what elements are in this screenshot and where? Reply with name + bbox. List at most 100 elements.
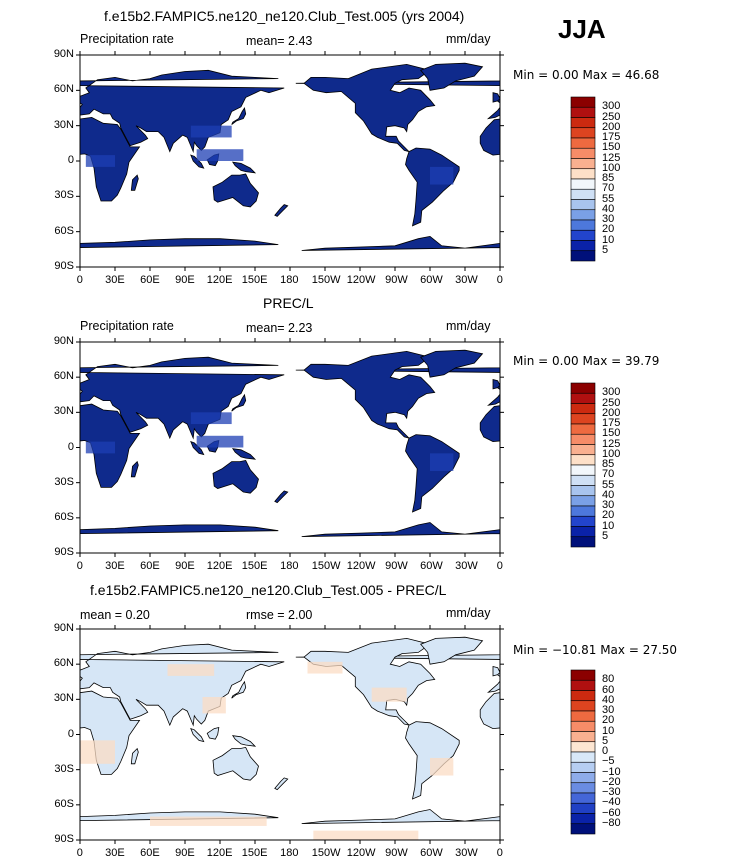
land-mass bbox=[492, 92, 500, 103]
colorbar-1 bbox=[570, 96, 596, 262]
colorbar-level-label: −40 bbox=[602, 796, 621, 809]
lon-tick-label: 120W bbox=[346, 847, 376, 859]
colorbar-level-label: 125 bbox=[602, 437, 621, 450]
lat-tick-label: 90N bbox=[53, 335, 74, 347]
colorbar-level-label: 70 bbox=[602, 182, 615, 195]
colorbar-level-label: 300 bbox=[602, 386, 621, 399]
colorbar-swatch bbox=[570, 382, 596, 394]
colorbar-swatch bbox=[570, 137, 596, 149]
lon-tick-label: 0 bbox=[496, 274, 503, 286]
colorbar-level-label: 300 bbox=[602, 100, 621, 113]
colorbar-level-label: 70 bbox=[602, 468, 615, 481]
lon-tick-label: 150W bbox=[311, 274, 341, 286]
colorbar-swatch bbox=[570, 813, 596, 825]
lat-tick-label: 90S bbox=[54, 546, 74, 558]
lon-tick-label: 150E bbox=[241, 847, 268, 859]
land-mass bbox=[80, 356, 285, 440]
lat-tick-label: 60N bbox=[53, 83, 74, 96]
colorbar-swatch bbox=[570, 158, 596, 170]
lat-tick-label: 0 bbox=[67, 154, 74, 166]
colorbar-swatch bbox=[570, 188, 596, 200]
field-patch bbox=[167, 664, 215, 676]
colorbar-level-label: 40 bbox=[602, 202, 615, 215]
panel-2-units: mm/day bbox=[446, 319, 491, 333]
colorbar-swatch bbox=[570, 761, 596, 773]
lon-tick-label: 120E bbox=[206, 274, 233, 286]
lon-tick-label: 180 bbox=[280, 847, 299, 859]
lon-tick-label: 30W bbox=[455, 274, 478, 286]
land-mass bbox=[303, 637, 436, 726]
land-mass bbox=[190, 154, 205, 169]
colorbar-swatch bbox=[570, 505, 596, 517]
lat-tick-label: 60S bbox=[54, 510, 74, 523]
colorbar-level-label: −60 bbox=[602, 806, 621, 819]
land-mass bbox=[206, 726, 220, 740]
colorbar-swatch bbox=[570, 751, 596, 763]
land-mass bbox=[301, 809, 500, 840]
land-mass bbox=[80, 690, 141, 775]
land-mass bbox=[295, 654, 500, 693]
colorbar-swatch bbox=[570, 720, 596, 732]
land-mass bbox=[130, 460, 139, 478]
colorbar-swatch bbox=[570, 495, 596, 507]
colorbar-level-label: 200 bbox=[602, 120, 621, 133]
colorbar-level-label: 20 bbox=[602, 714, 615, 727]
lon-tick-label: 0 bbox=[496, 560, 503, 572]
colorbar-swatch bbox=[570, 147, 596, 159]
land-mass bbox=[231, 106, 247, 125]
panel-2-minmax: Min = 0.00 Max = 39.79 bbox=[513, 354, 660, 368]
field-patch bbox=[80, 740, 115, 764]
colorbar-swatch bbox=[570, 792, 596, 804]
colorbar-swatch bbox=[570, 710, 596, 722]
colorbar-swatch bbox=[570, 454, 596, 466]
lon-tick-label: 30E bbox=[105, 847, 125, 859]
panel-2-mean-label: mean= 2.23 bbox=[246, 321, 313, 335]
colorbar-swatch bbox=[570, 731, 596, 743]
colorbar-level-label: 250 bbox=[602, 396, 621, 409]
colorbar-level-label: 175 bbox=[602, 417, 621, 429]
lon-tick-label: 60W bbox=[420, 847, 443, 859]
land-mass bbox=[420, 349, 484, 378]
colorbar-level-label: 150 bbox=[602, 427, 621, 440]
land-mass bbox=[303, 63, 436, 153]
colorbar-level-label: 85 bbox=[602, 458, 615, 470]
colorbar-swatch bbox=[570, 96, 596, 108]
lon-tick-label: 120W bbox=[346, 274, 376, 286]
colorbar-swatch bbox=[570, 526, 596, 538]
field-patch bbox=[313, 830, 419, 840]
colorbar-level-label: 40 bbox=[602, 693, 615, 706]
land-mass bbox=[231, 393, 247, 412]
colorbar-level-label: 55 bbox=[602, 478, 615, 491]
panel-2-left-label: Precipitation rate bbox=[80, 319, 174, 333]
field-patch bbox=[430, 166, 454, 185]
land-mass bbox=[479, 692, 500, 730]
land-mass bbox=[80, 384, 81, 386]
lon-tick-label: 90W bbox=[385, 560, 408, 572]
land-mass bbox=[80, 69, 285, 154]
field-patch bbox=[307, 661, 343, 674]
colorbar-level-label: 20 bbox=[602, 509, 615, 522]
colorbar-swatch bbox=[570, 199, 596, 211]
lon-tick-label: 0 bbox=[76, 560, 83, 572]
land-mass bbox=[492, 378, 500, 390]
lon-tick-label: 60W bbox=[420, 274, 443, 286]
colorbar-level-label: 5 bbox=[602, 243, 609, 256]
panel-3-mean-label: mean = 0.20 bbox=[80, 608, 150, 622]
lon-tick-label: 0 bbox=[76, 274, 83, 286]
colorbar-swatch bbox=[570, 823, 596, 835]
lon-tick-label: 90E bbox=[175, 560, 195, 572]
colorbar-level-label: 40 bbox=[602, 488, 615, 501]
land-mass bbox=[190, 727, 205, 743]
land-mass bbox=[231, 680, 247, 699]
land-mass bbox=[231, 735, 257, 747]
land-mass bbox=[295, 80, 500, 120]
field-patch bbox=[430, 453, 454, 471]
colorbar-swatch bbox=[570, 392, 596, 404]
colorbar-swatch bbox=[570, 772, 596, 784]
colorbar-swatch bbox=[570, 802, 596, 814]
colorbar-level-label: 55 bbox=[602, 192, 615, 205]
colorbar-level-label: 250 bbox=[602, 110, 621, 123]
map-panel-2 bbox=[76, 338, 504, 557]
land-mass bbox=[212, 459, 259, 494]
